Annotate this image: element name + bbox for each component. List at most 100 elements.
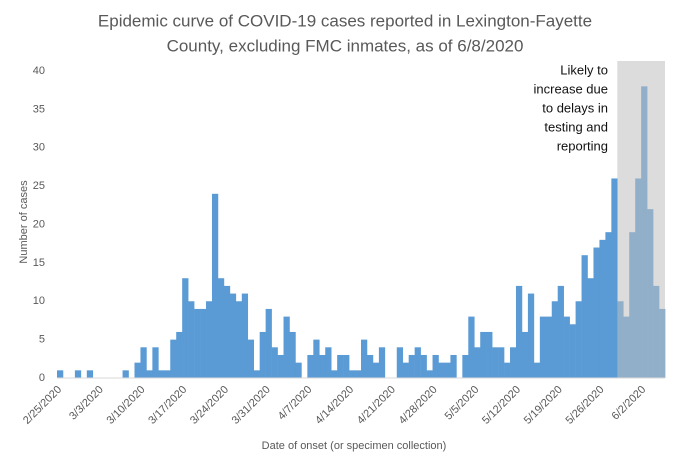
bar [295,362,302,378]
bar [319,354,326,378]
bar [361,339,368,378]
bar [146,370,153,378]
x-tick-label: 4/28/2020 [397,384,440,427]
bar [474,347,481,378]
bar [426,370,433,378]
bar [587,278,594,378]
bar [504,362,511,378]
bar [235,301,243,378]
bar [563,316,570,378]
bar [611,178,618,378]
y-tick-label: 5 [39,334,45,346]
x-tick-label: 3/17/2020 [146,384,189,427]
bar [194,308,201,378]
bar [343,354,350,378]
bar [200,308,207,378]
bar [545,316,553,378]
bar [313,339,320,378]
bar [349,370,356,378]
bar [432,354,439,378]
bar [486,331,493,378]
bar [247,339,255,378]
bar [515,285,523,378]
bar [289,331,296,378]
bar [414,347,421,378]
y-tick-label: 40 [33,65,45,77]
bar [229,293,237,378]
bar [164,370,171,378]
bar [366,354,374,378]
bar [402,362,409,378]
bar [206,301,213,378]
bar [331,370,338,378]
x-tick-label: 4/14/2020 [313,384,356,427]
y-tick-label: 30 [33,142,45,154]
bar [277,354,284,378]
bar [527,293,535,378]
bar [462,354,469,378]
bar [569,324,576,378]
y-tick-label: 20 [33,218,45,230]
x-tick-label: 6/2/2020 [610,384,649,423]
bar [337,354,344,378]
x-tick-label: 5/12/2020 [480,384,523,427]
bar [265,308,272,378]
bar [355,370,362,378]
annotation: increase due [534,81,608,96]
annotation: reporting [557,138,608,153]
bar [599,239,606,378]
bar [498,347,505,378]
bar [122,370,129,378]
bar [188,301,195,378]
x-tick-label: 3/24/2020 [188,384,231,427]
annotation: to delays in [542,100,608,115]
bar [539,316,547,378]
y-tick-label: 15 [33,257,45,269]
x-axis-label: Date of onset (or specimen collection) [262,440,447,452]
bar [134,362,141,378]
x-tick-label: 3/31/2020 [230,384,273,427]
highlight-region [617,61,665,378]
x-tick-label: 3/3/2020 [67,384,106,423]
bar [176,331,183,378]
bar [57,370,64,378]
y-tick-label: 10 [33,295,45,307]
bar [86,370,94,378]
bar [492,347,499,378]
x-tick-label: 5/19/2020 [522,384,565,427]
bar [444,362,451,378]
bar [158,370,165,378]
bar [223,285,231,378]
x-tick-label: 4/21/2020 [355,384,398,427]
bar [211,193,219,378]
bar [581,255,588,378]
x-tick-label: 5/26/2020 [563,384,606,427]
bar [557,285,564,378]
bar [271,347,278,378]
bar [438,362,445,378]
bar [182,278,189,378]
annotation: Likely to [560,62,608,77]
bar [605,232,612,378]
bar [533,362,541,378]
bar [170,339,177,378]
bar [283,316,290,378]
bar [396,347,404,378]
bar [217,278,225,378]
bar [468,316,475,378]
bar [259,331,266,378]
y-tick-label: 35 [33,103,45,115]
bar [378,347,386,378]
bar [480,331,487,378]
bar [575,301,582,378]
annotation: testing and [544,119,608,134]
bar [420,354,427,378]
bar [140,347,147,378]
x-tick-label: 3/10/2020 [105,384,148,427]
bar [325,347,332,378]
bar [593,247,600,378]
bar [241,293,249,378]
x-tick-label: 4/7/2020 [276,384,315,423]
y-axis-label: Number of cases [18,180,30,264]
